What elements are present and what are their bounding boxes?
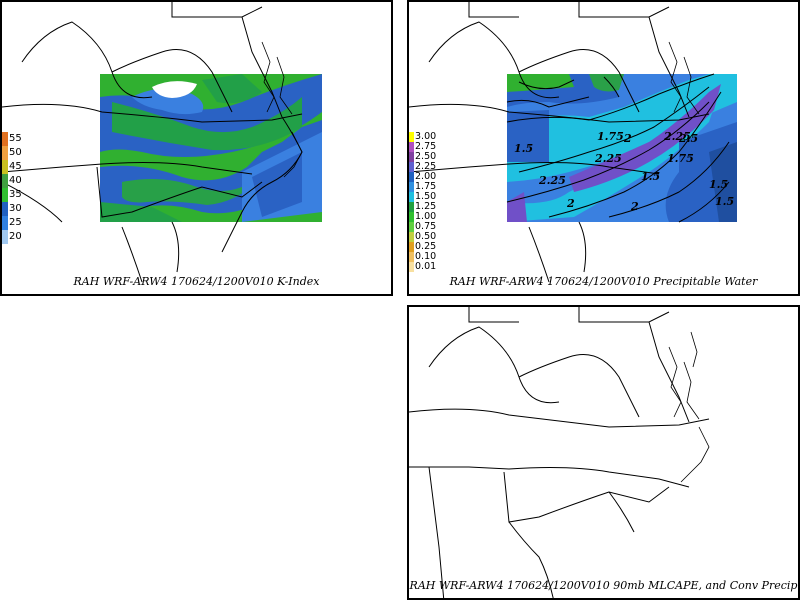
legend-entry: 45 — [2, 160, 26, 174]
legend-swatch — [409, 152, 414, 162]
pwat-caption: RAH WRF-ARW4 170624/1200V010 Precipitabl… — [449, 275, 758, 288]
legend-label: 1.25 — [415, 201, 437, 212]
legend-swatch — [409, 192, 414, 202]
legend-swatch — [2, 188, 8, 202]
contour-label: 1.5 — [514, 142, 533, 155]
contour-label: 2.25 — [538, 174, 566, 187]
legend-swatch — [409, 172, 414, 182]
contour-label: 2 — [630, 200, 639, 213]
legend-label: 0.01 — [415, 261, 437, 272]
legend-label: 0.75 — [415, 221, 437, 232]
legend-entry: 40 — [2, 174, 26, 188]
contour-label: 1.5 — [715, 195, 734, 208]
legend-swatch — [409, 262, 414, 272]
pwat-map: 1.75 2 2.25 2.25 2.25 1.5 1.5 2 2 1.75 1… — [409, 2, 737, 283]
legend-swatch — [409, 202, 414, 212]
legend-swatch — [2, 132, 8, 146]
legend-label: 2.50 — [415, 151, 437, 162]
legend-label: 0.25 — [415, 241, 437, 252]
contour-label: 1.75 — [597, 130, 624, 143]
legend-swatch — [409, 182, 414, 192]
legend-swatch — [2, 230, 8, 244]
legend-label: 0.10 — [415, 251, 437, 262]
legend-swatch — [2, 216, 8, 230]
legend-entry: 55 — [2, 132, 26, 146]
legend-label: 45 — [9, 161, 22, 172]
legend-swatch — [409, 222, 414, 232]
legend-swatch — [2, 146, 8, 160]
contour-label: 1.75 — [667, 152, 694, 165]
legend-swatch — [2, 174, 8, 188]
legend-label: 0.50 — [415, 231, 437, 242]
pwat-boundaries — [409, 2, 710, 283]
legend-label: 55 — [9, 133, 22, 144]
legend-swatch — [409, 162, 414, 172]
contour-label: 1.5 — [709, 178, 728, 191]
legend-entry: 20 — [2, 230, 26, 244]
legend-swatch — [409, 132, 414, 142]
legend-label: 50 — [9, 147, 22, 158]
legend-entry: 30 — [2, 202, 26, 216]
contour-label: 2 — [623, 132, 632, 145]
legend-swatch — [409, 142, 414, 152]
kindex-boundaries — [2, 2, 303, 283]
legend-swatch — [2, 202, 8, 216]
legend-label: 25 — [9, 217, 22, 228]
legend-swatch — [2, 160, 8, 174]
pwat-contour-labels: 1.75 2 2.25 2.25 2.25 1.5 1.5 2 2 1.75 1… — [514, 130, 734, 213]
mlcape-map — [409, 307, 710, 598]
legend-entry: 50 — [2, 146, 26, 160]
legend-label: 2.00 — [415, 171, 437, 182]
legend-label: 1.75 — [415, 181, 437, 192]
contour-label: 2.25 — [594, 152, 622, 165]
pwat-contours — [506, 73, 730, 223]
legend-label: 40 — [9, 175, 22, 186]
pwat-panel: 1.75 2 2.25 2.25 2.25 1.5 1.5 2 2 1.75 1… — [407, 0, 800, 296]
kindex-panel: 55 50 45 40 35 30 25 20 RAH WRF-ARW4 170624/120… — [0, 0, 393, 296]
kindex-field — [100, 74, 322, 222]
legend-label: 30 — [9, 203, 22, 214]
mlcape-boundaries — [409, 307, 710, 598]
mlcape-panel: RAH WRF-ARW4 170624/1200V010 90mb MLCAPE… — [407, 305, 800, 600]
mlcape-caption: RAH WRF-ARW4 170624/1200V010 90mb MLCAPE… — [409, 579, 798, 592]
legend-label: 20 — [9, 231, 22, 242]
legend-swatch — [409, 252, 414, 262]
legend-label: 35 — [9, 189, 22, 200]
legend-swatch — [409, 232, 414, 242]
legend-swatch — [409, 242, 414, 252]
kindex-map — [2, 2, 322, 283]
legend-label: 1.00 — [415, 211, 437, 222]
legend-entry: 25 — [2, 216, 26, 230]
legend-label: 1.50 — [415, 191, 437, 202]
contour-label: 1.5 — [641, 170, 660, 183]
contour-label: 2.25 — [663, 130, 691, 143]
legend-swatch — [409, 212, 414, 222]
legend-label: 3.00 — [415, 131, 437, 142]
contour-label: 2.5 — [678, 132, 698, 145]
contour-label: 2 — [566, 197, 575, 210]
legend-label: 2.25 — [415, 161, 437, 172]
legend-label: 2.75 — [415, 141, 437, 152]
kindex-legend: 55 50 45 40 35 30 25 20 — [2, 132, 26, 244]
kindex-caption: RAH WRF-ARW4 170624/1200V010 K-Index — [73, 275, 320, 288]
legend-entry: 35 — [2, 188, 26, 202]
